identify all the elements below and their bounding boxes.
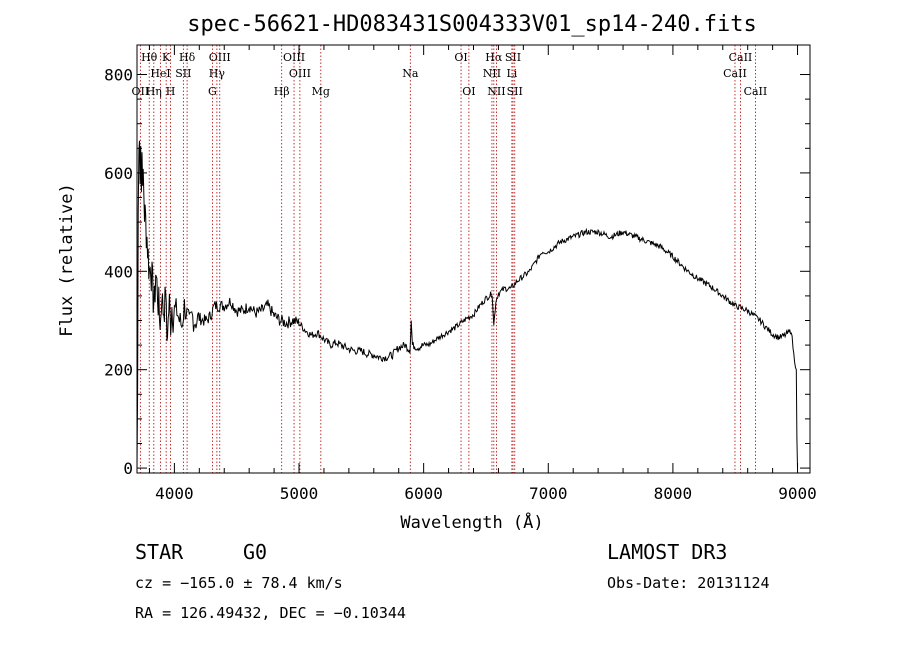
ra-dec-coordinates: RA = 126.49432, DEC = −0.10344 bbox=[135, 604, 406, 622]
marker-label: CaII bbox=[729, 51, 753, 64]
spectral-subclass: G0 bbox=[243, 540, 268, 564]
x-axis-label: Wavelength (Å) bbox=[400, 511, 543, 533]
x-tick-label: 8000 bbox=[654, 484, 693, 503]
survey-name: LAMOST DR3 bbox=[607, 540, 728, 564]
object-type: STAR bbox=[135, 540, 184, 564]
marker-label: SII bbox=[507, 85, 523, 98]
spectrum-series bbox=[136, 140, 798, 469]
plot-frame bbox=[136, 44, 811, 474]
marker-label: SII bbox=[505, 51, 521, 64]
y-tick-label: 800 bbox=[104, 66, 133, 85]
marker-label: OI bbox=[454, 51, 467, 64]
x-tick-label: 7000 bbox=[529, 484, 568, 503]
marker-label: Mg bbox=[312, 85, 330, 98]
marker-label: Hη bbox=[146, 85, 162, 98]
x-tick-label: 5000 bbox=[280, 484, 319, 503]
marker-label: NII bbox=[483, 67, 501, 80]
marker-label: Li bbox=[506, 67, 517, 80]
marker-label: G bbox=[208, 85, 217, 98]
y-axis-label: Flux (relative) bbox=[57, 183, 77, 337]
marker-label: OIII bbox=[289, 67, 311, 80]
y-axis: 0 200 400 600 800 bbox=[104, 66, 810, 478]
marker-label: NII bbox=[487, 85, 505, 98]
marker-label: Hθ bbox=[141, 51, 158, 64]
marker-label: OII bbox=[132, 85, 150, 98]
marker-label: HeI bbox=[150, 67, 170, 80]
marker-label: Hβ bbox=[274, 85, 290, 98]
marker-label: H bbox=[166, 85, 176, 98]
y-tick-label: 200 bbox=[104, 361, 133, 380]
marker-label: OI bbox=[462, 85, 475, 98]
marker-label: Hγ bbox=[209, 67, 226, 80]
observation-date: Obs-Date: 20131124 bbox=[607, 574, 770, 592]
marker-label: Na bbox=[402, 67, 419, 80]
x-axis: 4000 5000 6000 7000 8000 9000 bbox=[148, 45, 817, 503]
x-tick-label: 6000 bbox=[404, 484, 443, 503]
redshift-velocity: cz = −165.0 ± 78.4 km/s bbox=[135, 574, 343, 592]
y-tick-label: 0 bbox=[123, 459, 133, 478]
marker-label: OIII bbox=[209, 51, 231, 64]
marker-label: CaII bbox=[723, 67, 747, 80]
marker-label: OIII bbox=[283, 51, 305, 64]
marker-label: Hδ bbox=[179, 51, 196, 64]
marker-label: CaII bbox=[744, 85, 768, 98]
x-tick-label: 4000 bbox=[155, 484, 194, 503]
y-tick-label: 400 bbox=[104, 262, 133, 281]
chart-title: spec-56621-HD083431S004333V01_sp14-240.f… bbox=[187, 12, 757, 37]
marker-label: SII bbox=[175, 67, 191, 80]
marker-label: K bbox=[162, 51, 171, 64]
y-tick-label: 600 bbox=[104, 164, 133, 183]
marker-label: Hα bbox=[485, 51, 503, 64]
flux-line bbox=[136, 140, 798, 469]
x-tick-label: 9000 bbox=[778, 484, 817, 503]
